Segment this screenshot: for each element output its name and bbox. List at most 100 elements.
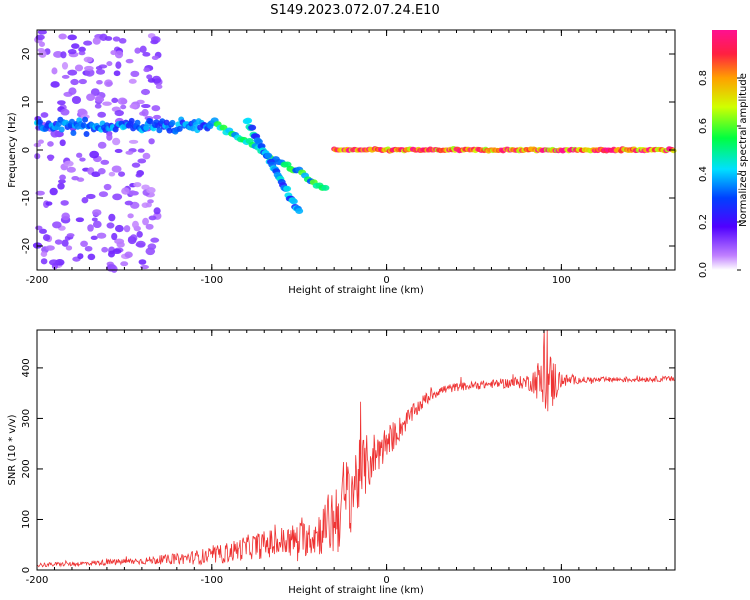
heatmap-cell — [80, 240, 89, 247]
heatmap-cell — [90, 88, 100, 96]
heatmap-cell — [128, 190, 137, 196]
heatmap-cell — [248, 124, 257, 131]
heatmap-cell — [127, 213, 134, 219]
heatmap-cell — [140, 264, 149, 270]
heatmap-cell — [114, 224, 124, 233]
heatmap-cell — [106, 222, 115, 229]
heatmap-cell — [283, 161, 292, 168]
snr-plot-frame — [36, 329, 676, 571]
heatmap-cell — [35, 34, 45, 41]
heatmap-cell — [40, 258, 48, 265]
heatmap-cell — [71, 176, 80, 181]
heatmap-cell — [35, 190, 45, 196]
heatmap-cell — [84, 68, 95, 77]
colorbar-tick-label: 0.2 — [698, 214, 709, 230]
heatmap-cell — [112, 137, 121, 146]
heatmap-cell — [134, 47, 141, 54]
heatmap-cell — [107, 250, 115, 258]
heatmap-cell — [153, 207, 161, 215]
x-tick-label: 100 — [552, 275, 571, 286]
heatmap-cell — [111, 232, 118, 241]
heatmap-cell — [32, 242, 43, 249]
snr-x-ticks: -200 -100 0 100 — [26, 330, 667, 586]
heatmap-cell — [95, 96, 105, 103]
heatmap-cell — [289, 198, 298, 205]
heatmap-cell — [133, 182, 142, 188]
heatmap-cell — [150, 39, 159, 45]
heatmap-cell — [111, 165, 122, 173]
snr-x-axis-label: Height of straight line (km) — [288, 585, 424, 596]
heatmap-cell — [103, 183, 112, 191]
heatmap-cell — [96, 80, 103, 85]
heatmap-cell — [118, 37, 127, 44]
snr-series-line — [36, 329, 675, 568]
y-tick-label: 0 — [21, 567, 32, 573]
colorbar-gradient — [712, 30, 737, 270]
heatmap-cell — [60, 51, 67, 59]
heatmap-cell — [78, 51, 86, 56]
heatmap-cell — [40, 112, 49, 118]
heatmap-cell — [142, 217, 150, 226]
heatmap-cell — [124, 251, 133, 258]
heatmap-cell — [52, 221, 62, 229]
spectrogram-y-ticks: -20 -10 0 10 20 — [21, 48, 675, 254]
heatmap-cell — [92, 209, 102, 216]
heatmap-cell — [128, 117, 135, 124]
heatmap-cell — [142, 52, 151, 57]
heatmap-cell — [264, 152, 273, 159]
heatmap-cell — [98, 191, 109, 198]
heatmap-cell — [176, 125, 183, 132]
snr-y-axis-label: SNR (10 * v/v) — [7, 414, 18, 485]
heatmap-cell — [40, 251, 48, 257]
heatmap-cell — [123, 225, 131, 233]
heatmap-cell — [86, 93, 95, 102]
heatmap-cell — [60, 108, 70, 116]
heatmap-cell — [137, 158, 147, 164]
heatmap-cell — [115, 61, 122, 69]
y-tick-label: 200 — [21, 459, 32, 478]
heatmap-cell — [135, 173, 143, 178]
heatmap-cell — [67, 48, 77, 55]
heatmap-cell — [106, 61, 113, 67]
heatmap-cell — [87, 224, 94, 232]
colorbar-tick-label: 0.4 — [698, 166, 709, 182]
heatmap-cell — [141, 108, 149, 117]
heatmap-cell — [106, 133, 113, 141]
x-tick-label: -100 — [200, 275, 223, 286]
heatmap-cell — [153, 114, 162, 120]
heatmap-cell — [95, 68, 106, 75]
heatmap-cell — [129, 103, 138, 109]
heatmap-cell — [219, 124, 228, 131]
heatmap-cell — [92, 37, 101, 45]
heatmap-cell — [120, 104, 127, 110]
heatmap-cell — [90, 235, 98, 240]
heatmap-cell — [169, 119, 176, 126]
heatmap-cell — [128, 139, 139, 144]
heatmap-cell — [121, 187, 130, 195]
heatmap-cell — [156, 127, 163, 134]
heatmap-cell — [51, 67, 58, 75]
heatmap-cell — [151, 105, 161, 112]
heatmap-cell — [124, 200, 134, 206]
heatmap-cell — [114, 148, 123, 154]
heatmap-cell — [101, 246, 109, 253]
heatmap-cell — [83, 56, 93, 63]
y-tick-label: 20 — [21, 48, 32, 61]
y-tick-label: 300 — [21, 409, 32, 428]
heatmap-cell — [63, 160, 74, 167]
heatmap-cell — [155, 84, 163, 90]
heatmap-cell — [61, 74, 70, 79]
heatmap-cell — [254, 138, 263, 145]
heatmap-cell — [142, 152, 151, 160]
heatmap-cell — [146, 74, 153, 80]
spectrogram-x-axis-label: Height of straight line (km) — [288, 285, 424, 296]
heatmap-cell — [71, 43, 80, 49]
colorbar-ticks: 0.0 0.2 0.4 0.6 0.8 — [698, 70, 741, 278]
x-tick-label: -200 — [26, 575, 49, 586]
colorbar-tick-label: 0.8 — [698, 70, 709, 86]
heatmap-cell — [283, 185, 292, 192]
heatmap-cell — [37, 47, 45, 53]
heatmap-cell — [140, 88, 151, 96]
heatmap-cell — [42, 234, 51, 242]
